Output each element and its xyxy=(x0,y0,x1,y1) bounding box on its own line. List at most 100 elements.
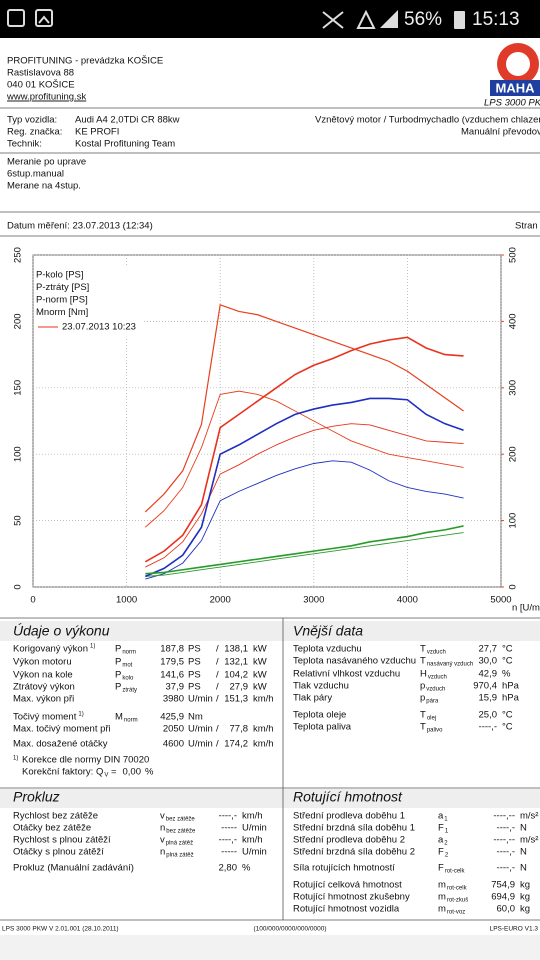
symbol-sub: nasávaný vzduch xyxy=(427,662,473,668)
clock: 15:13 xyxy=(472,9,520,30)
value: 151,3 xyxy=(224,694,248,705)
unit: m/s² xyxy=(520,835,538,846)
device-name: LPS 3000 PKW xyxy=(484,98,540,109)
symbol: v xyxy=(160,811,165,822)
value: 27,7 xyxy=(479,644,498,655)
value: ----- xyxy=(221,823,237,834)
separator: / xyxy=(216,682,219,693)
symbol-sub: pára xyxy=(426,699,439,705)
value: 754,9 xyxy=(491,880,515,891)
symbol-sub: rot-celk xyxy=(447,886,468,892)
note-mark: 1) xyxy=(13,756,18,762)
symbol: T xyxy=(420,656,426,667)
data-line xyxy=(145,525,464,575)
footer-text: LPS 3000 PKW V 2.01.001 (28.10.2011) xyxy=(2,926,119,933)
data-line xyxy=(145,532,464,577)
footer-text: (100/000/0000/000/0000) xyxy=(253,926,326,933)
value: 2050 xyxy=(163,724,184,735)
y-tick-label: 0 xyxy=(13,584,24,589)
field-label: Typ vozidla: xyxy=(7,115,57,126)
section-title: Údaje o výkonu xyxy=(13,623,110,639)
symbol: M xyxy=(115,712,123,723)
y-tick-label: 200 xyxy=(13,313,24,329)
unit: PS xyxy=(188,657,201,668)
row-label: Teplota paliva xyxy=(293,722,352,733)
row-label: Otáčky bez zátěže xyxy=(13,823,91,834)
gearbox: Manuální převodov xyxy=(461,127,540,138)
row-label: Teplota vzduchu xyxy=(293,644,362,655)
value: 425,9 xyxy=(160,712,184,723)
symbol-sub: ztráty xyxy=(122,688,137,694)
unit: °C xyxy=(502,710,513,721)
y2-tick-label: 300 xyxy=(508,380,519,396)
row-label: Točivý moment xyxy=(13,712,77,723)
unit: km/h xyxy=(253,739,274,750)
symbol: m xyxy=(438,904,446,915)
unit: U/min xyxy=(188,694,213,705)
symbol: P xyxy=(115,670,121,681)
separator: / xyxy=(216,644,219,655)
unit: U/min xyxy=(242,823,267,834)
row-label: Střední prodleva doběhu 1 xyxy=(293,811,405,822)
row-label: Rychlost bez zátěže xyxy=(13,811,98,822)
row-label: Max. dosažené otáčky xyxy=(13,739,108,750)
value: ----,-- xyxy=(493,835,515,846)
field-value: KE PROFI xyxy=(75,127,119,138)
x-tick-label: 1000 xyxy=(116,595,137,606)
value: 694,9 xyxy=(491,892,515,903)
value: ----,- xyxy=(479,722,497,733)
unit: km/h xyxy=(253,694,274,705)
legend-entry: Mnorm [Nm] xyxy=(36,307,88,318)
value: 15,9 xyxy=(479,693,498,704)
row-label: Tlak vzduchu xyxy=(293,681,349,692)
y-tick-label: 100 xyxy=(13,446,24,462)
value: 4600 xyxy=(163,739,184,750)
symbol-sub: olej xyxy=(427,716,436,722)
unit: PS xyxy=(188,670,201,681)
legend-entry: P-ztráty [PS] xyxy=(36,282,89,293)
data-line xyxy=(145,390,464,528)
symbol: m xyxy=(438,892,446,903)
symbol-sub: rot-celk xyxy=(445,869,466,875)
y2-tick-label: 100 xyxy=(508,513,519,529)
status-bar xyxy=(0,0,540,38)
section-band xyxy=(0,621,540,641)
measurement-date: Datum měření: 23.07.2013 (12:34) xyxy=(7,221,153,232)
company-line: 040 01 KOŠICE xyxy=(7,80,75,91)
value: 138,1 xyxy=(224,644,248,655)
unit: PS xyxy=(188,644,201,655)
symbol-sub: plná zátěž xyxy=(166,841,193,847)
data-line xyxy=(145,460,464,580)
value: 0,00 xyxy=(123,767,142,778)
unit: Nm xyxy=(188,712,203,723)
field-label: Technik: xyxy=(7,139,42,150)
section-title: Prokluz xyxy=(13,789,60,805)
row-label: Síla rotujících hmotností xyxy=(293,863,395,874)
row-label: Střední brzdná síla doběhu 2 xyxy=(293,847,415,858)
row-label: Prokluz (Manuální zadávání) xyxy=(13,863,134,874)
y2-tick-label: 200 xyxy=(508,446,519,462)
symbol: p xyxy=(420,681,425,692)
unit: N xyxy=(520,847,527,858)
separator: / xyxy=(216,670,219,681)
symbol: m xyxy=(438,880,446,891)
row-label: Rotující celková hmotnost xyxy=(293,880,402,891)
x-tick-label: 2000 xyxy=(210,595,231,606)
separator: = xyxy=(111,767,117,778)
unit: km/h xyxy=(253,724,274,735)
symbol-sub: bez zátěže xyxy=(166,817,196,823)
row-label: Střední prodleva doběhu 2 xyxy=(293,835,405,846)
row-label: Výkon motoru xyxy=(13,657,72,668)
company-line: Rastislavova 88 xyxy=(7,68,74,79)
unit: U/min xyxy=(242,847,267,858)
value: 77,8 xyxy=(230,724,249,735)
unit: kg xyxy=(520,880,530,891)
unit: kW xyxy=(253,682,267,693)
value: 132,1 xyxy=(224,657,248,668)
value: 25,0 xyxy=(479,710,498,721)
value: 187,8 xyxy=(160,644,184,655)
unit: hPa xyxy=(502,681,520,692)
unit: kW xyxy=(253,657,267,668)
row-label: Rotující hmotnost vozidla xyxy=(293,904,400,915)
row-label: Teplota oleje xyxy=(293,710,346,721)
